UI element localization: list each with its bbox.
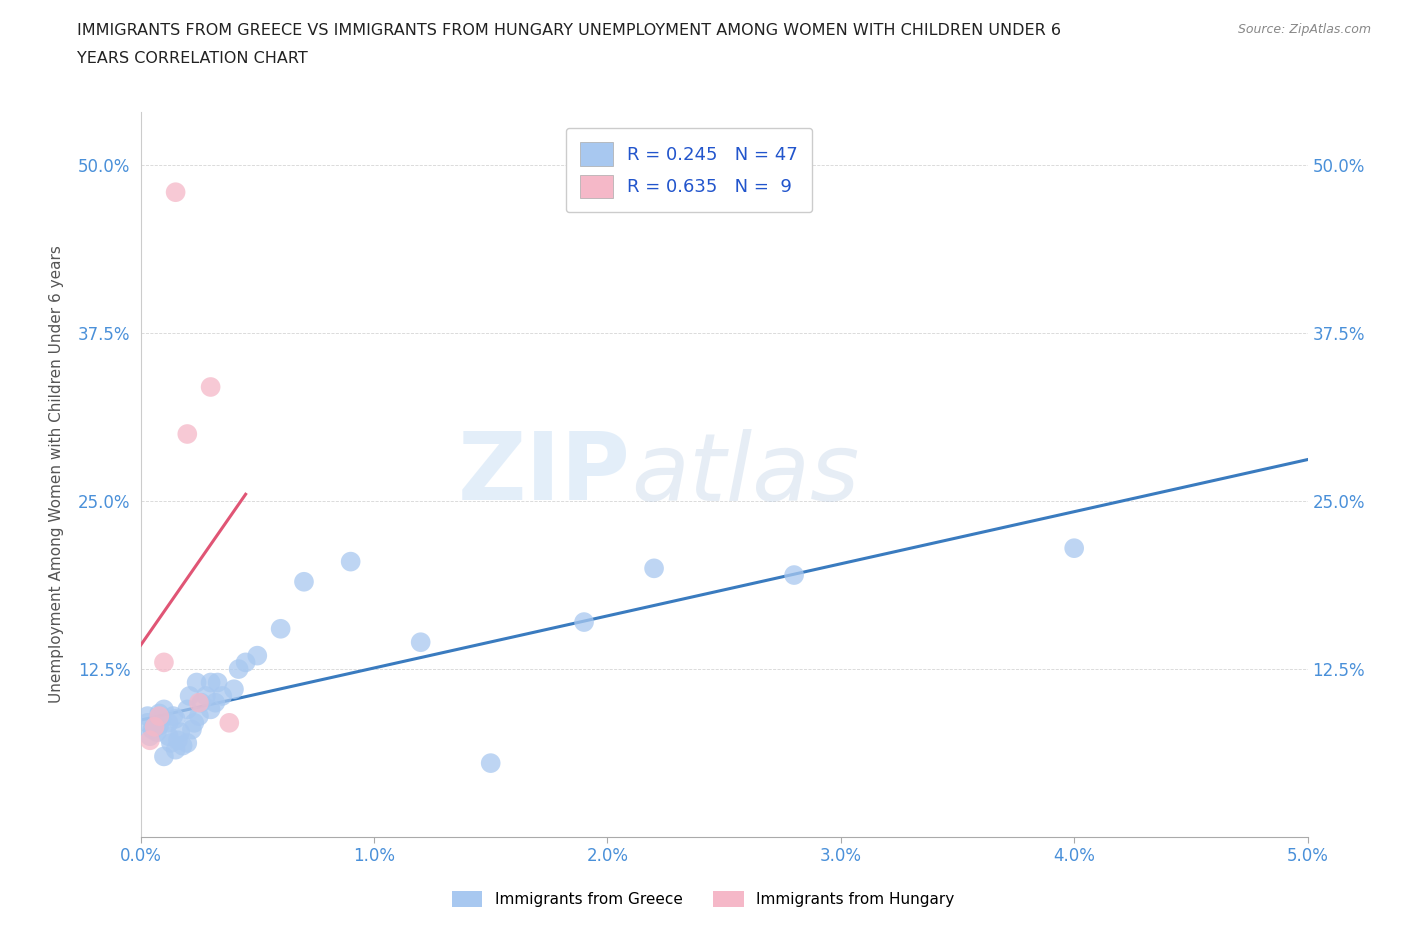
Point <box>169 724 191 739</box>
Point <box>148 718 170 733</box>
Point <box>139 729 162 744</box>
Point <box>572 615 595 630</box>
Point <box>148 706 170 721</box>
Legend: Immigrants from Greece, Immigrants from Hungary: Immigrants from Greece, Immigrants from … <box>446 884 960 913</box>
Point <box>153 702 176 717</box>
Point <box>150 711 173 726</box>
Point <box>218 715 240 730</box>
Point <box>183 715 205 730</box>
Point <box>181 722 204 737</box>
Point <box>188 709 211 724</box>
Text: atlas: atlas <box>631 429 859 520</box>
Point <box>179 688 201 703</box>
Point <box>200 675 222 690</box>
Point <box>190 696 212 711</box>
Point <box>148 709 170 724</box>
Point <box>139 733 162 748</box>
Point <box>235 655 257 670</box>
Point <box>204 696 226 711</box>
Point <box>783 567 806 582</box>
Point <box>153 655 176 670</box>
Point <box>143 720 166 735</box>
Point <box>409 635 432 650</box>
Point <box>176 427 198 442</box>
Point <box>194 688 217 703</box>
Text: Source: ZipAtlas.com: Source: ZipAtlas.com <box>1237 23 1371 36</box>
Point <box>157 729 180 744</box>
Point <box>200 379 222 394</box>
Point <box>339 554 361 569</box>
Point <box>162 709 184 724</box>
Point <box>200 702 222 717</box>
Point <box>160 736 183 751</box>
Point <box>211 688 233 703</box>
Point <box>165 185 187 200</box>
Point <box>246 648 269 663</box>
Text: YEARS CORRELATION CHART: YEARS CORRELATION CHART <box>77 51 308 66</box>
Point <box>136 709 159 724</box>
Y-axis label: Unemployment Among Women with Children Under 6 years: Unemployment Among Women with Children U… <box>49 246 65 703</box>
Point <box>270 621 292 636</box>
Point <box>141 722 163 737</box>
Point <box>186 675 208 690</box>
Point <box>165 711 187 726</box>
Point <box>172 738 194 753</box>
Point <box>176 702 198 717</box>
Point <box>157 715 180 730</box>
Point <box>146 724 169 739</box>
Point <box>222 682 245 697</box>
Point <box>228 661 250 676</box>
Point <box>143 720 166 735</box>
Legend: R = 0.245   N = 47, R = 0.635   N =  9: R = 0.245 N = 47, R = 0.635 N = 9 <box>565 128 813 212</box>
Point <box>188 696 211 711</box>
Point <box>176 736 198 751</box>
Point <box>207 675 229 690</box>
Point <box>165 742 187 757</box>
Text: IMMIGRANTS FROM GREECE VS IMMIGRANTS FROM HUNGARY UNEMPLOYMENT AMONG WOMEN WITH : IMMIGRANTS FROM GREECE VS IMMIGRANTS FRO… <box>77 23 1062 38</box>
Point <box>479 756 502 771</box>
Text: ZIP: ZIP <box>458 429 631 520</box>
Point <box>153 749 176 764</box>
Point <box>136 715 159 730</box>
Point <box>292 575 315 590</box>
Point <box>167 733 190 748</box>
Point <box>643 561 665 576</box>
Point <box>1063 540 1085 555</box>
